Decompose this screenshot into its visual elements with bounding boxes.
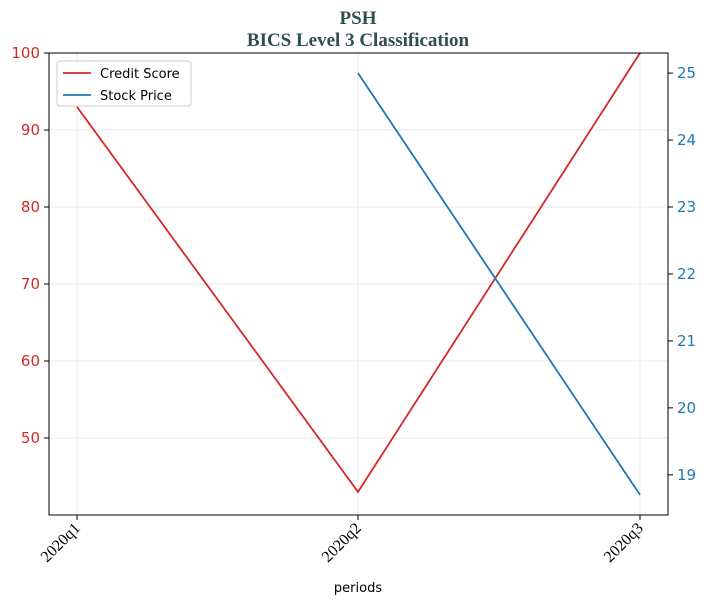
x-axis-label: periods (334, 581, 382, 596)
left-tick-label: 80 (21, 198, 40, 216)
left-tick-label: 70 (21, 275, 40, 293)
legend-label: Credit Score (100, 67, 180, 82)
legend-label: Stock Price (100, 89, 172, 104)
left-tick-label: 50 (21, 429, 40, 447)
left-tick-label: 90 (21, 121, 40, 139)
left-axis: 50 60 70 80 90 100 (11, 44, 49, 447)
left-tick-label: 100 (11, 44, 40, 62)
right-tick-label: 24 (677, 131, 696, 149)
chart-title: PSH (340, 8, 377, 29)
series-layer (76, 52, 641, 496)
legend: Credit Score Stock Price (56, 60, 192, 107)
right-tick-label: 23 (677, 198, 696, 216)
right-tick-label: 19 (677, 466, 696, 484)
x-tick-label: 2020q1 (38, 520, 84, 566)
right-tick-label: 21 (677, 332, 696, 350)
x-tick-label: 2020q2 (319, 520, 365, 566)
chart-subtitle: BICS Level 3 Classification (247, 30, 470, 51)
right-tick-label: 25 (677, 64, 696, 82)
x-tick-label: 2020q3 (601, 520, 647, 566)
series-line-stock-price (357, 72, 641, 496)
series-line-credit-score (76, 52, 641, 494)
right-tick-label: 22 (677, 265, 696, 283)
x-axis: 2020q1 2020q2 2020q3 (38, 515, 647, 566)
grid (49, 52, 668, 515)
left-tick-label: 60 (21, 352, 40, 370)
right-axis: 19 20 21 22 23 24 25 (668, 64, 696, 484)
right-tick-label: 20 (677, 399, 696, 417)
